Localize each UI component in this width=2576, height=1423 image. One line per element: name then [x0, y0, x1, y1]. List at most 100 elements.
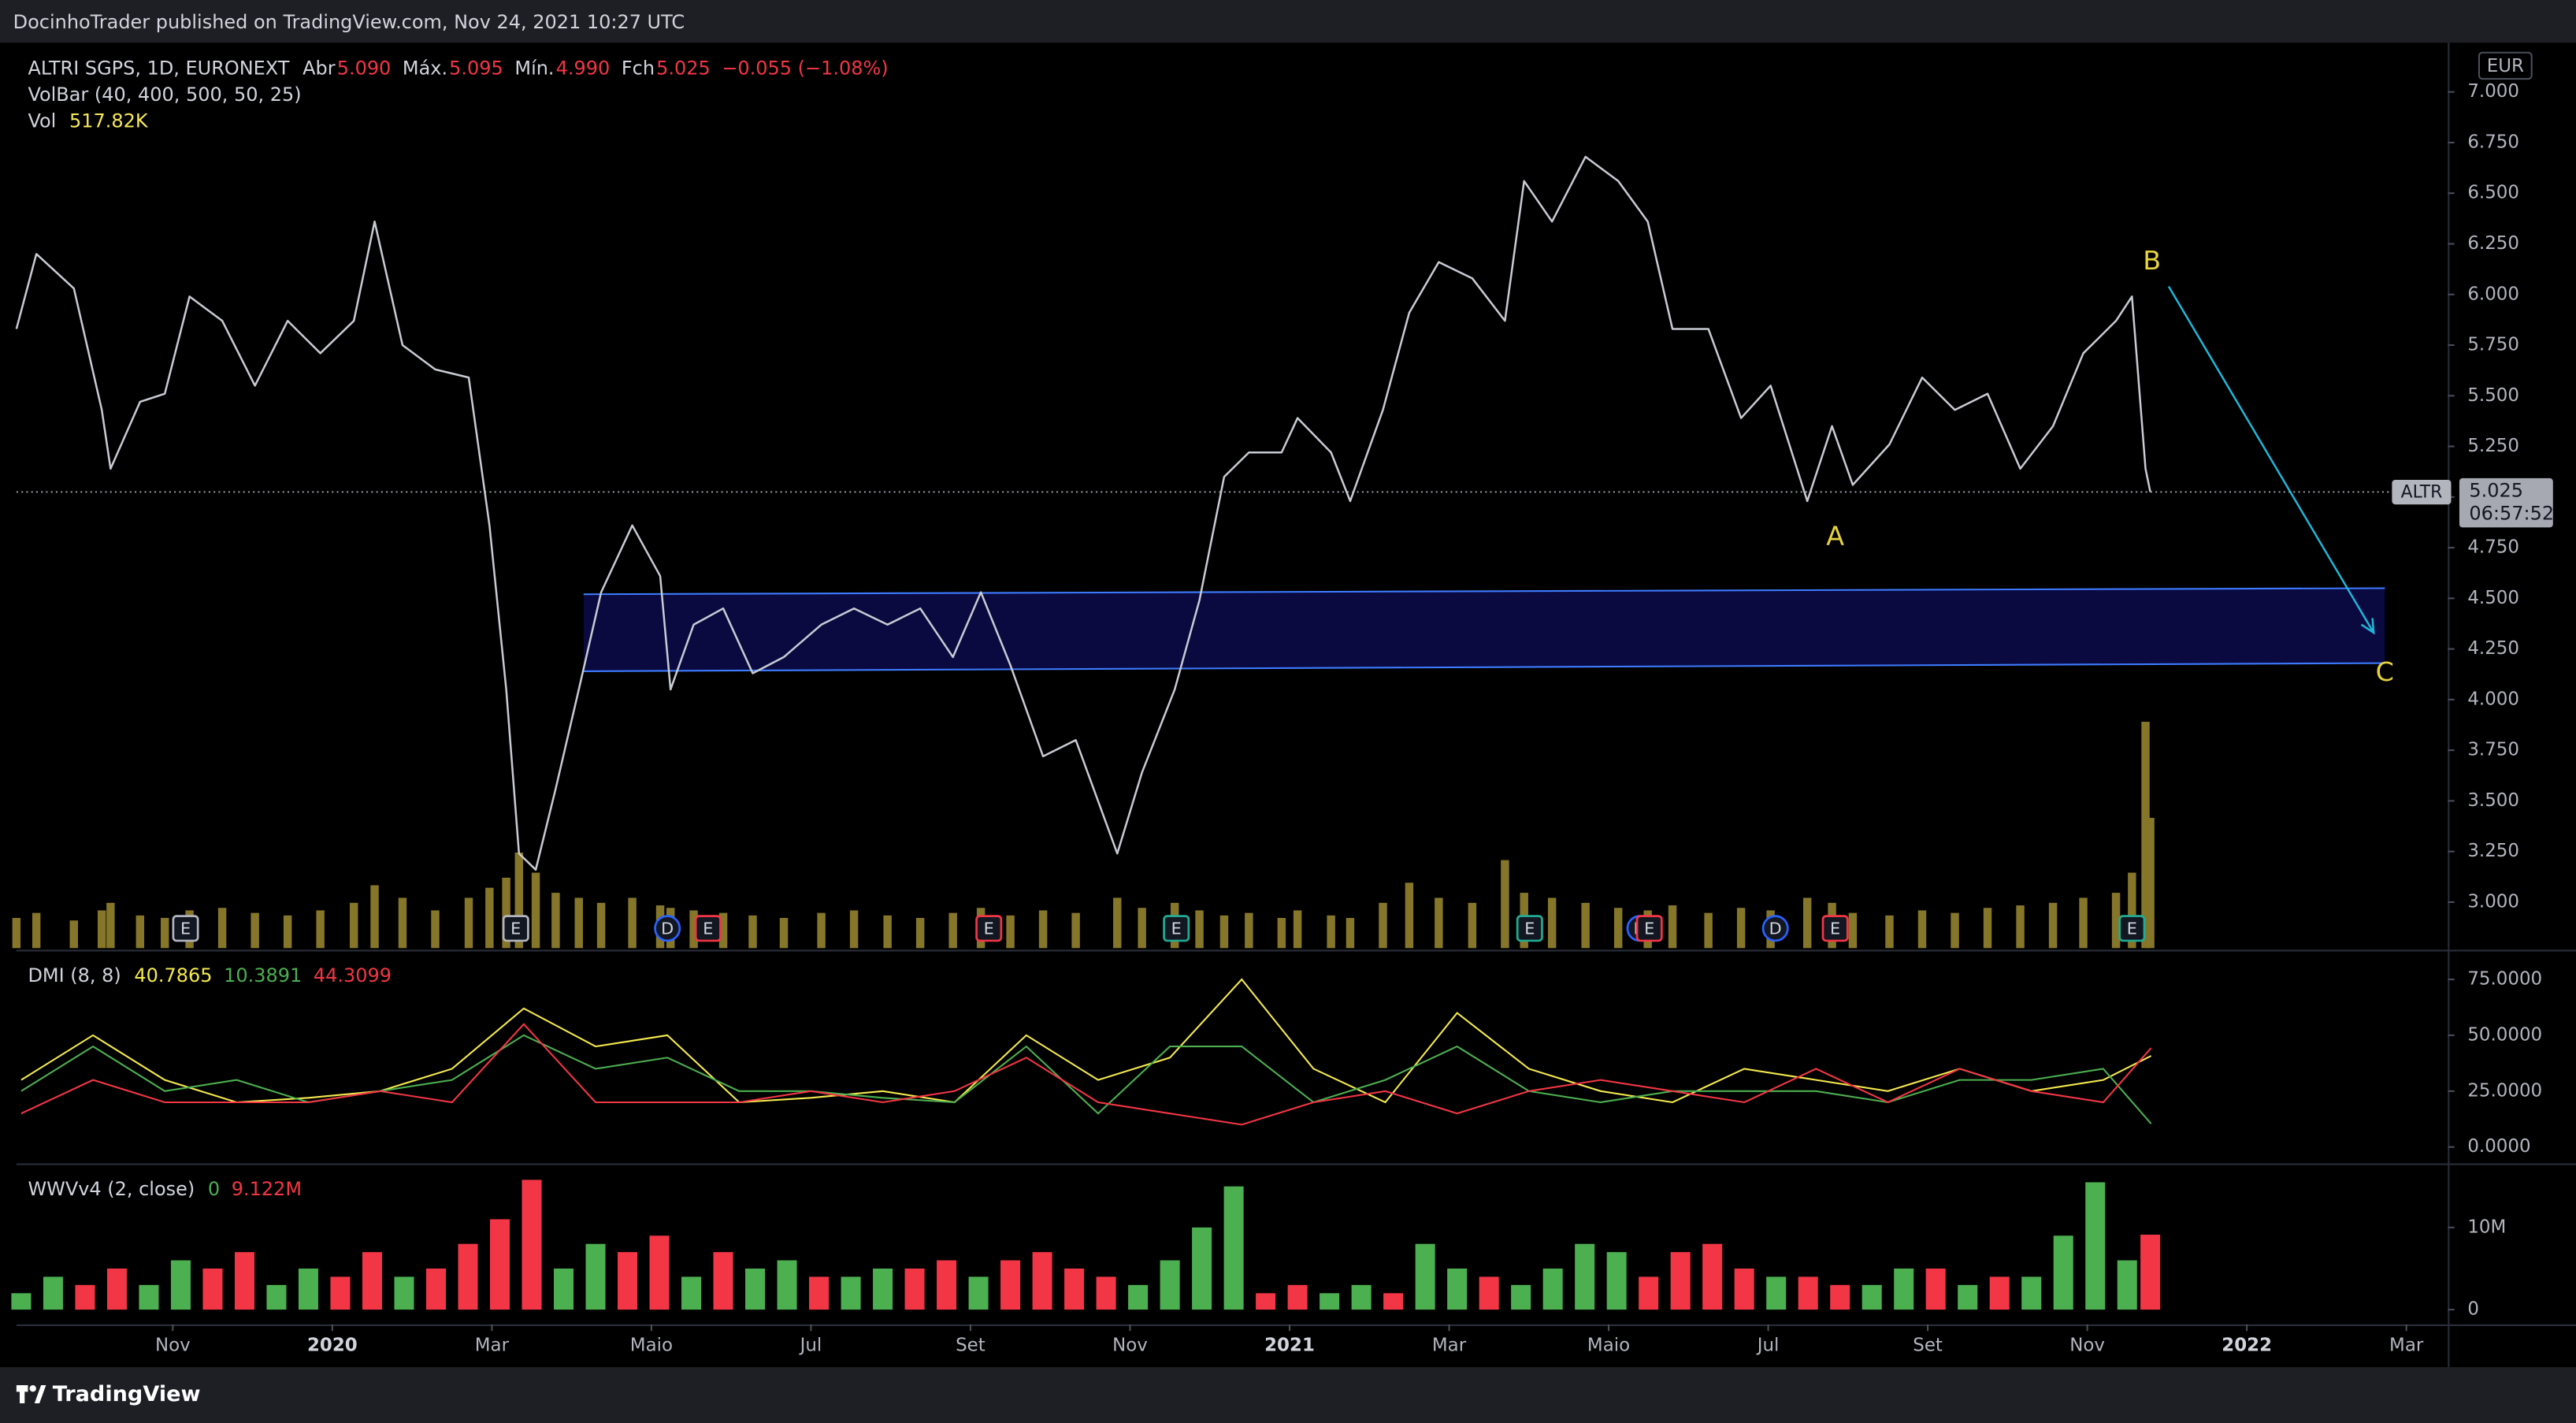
volume-bar — [689, 910, 698, 949]
logo-part — [29, 1385, 36, 1392]
volume-bar — [1668, 905, 1677, 949]
volume-bar — [817, 912, 826, 949]
wwv-bar — [937, 1260, 957, 1310]
wwv-bar — [11, 1293, 32, 1310]
wwv-bar — [1639, 1276, 1659, 1310]
event-marker — [694, 915, 722, 942]
wwv-bar — [1830, 1284, 1850, 1310]
wwv-bar — [458, 1243, 478, 1310]
arrow-line — [2167, 285, 2375, 633]
event-marker — [1821, 915, 1849, 942]
volume-bar — [1006, 915, 1015, 949]
y-tick-label: 6.750 — [2467, 132, 2519, 152]
volume-bar — [135, 915, 145, 949]
wwv-bar — [1958, 1284, 1978, 1310]
y-tick-label: 3.750 — [2467, 740, 2519, 760]
legend-label: Vol — [28, 110, 56, 132]
wwv-bar — [425, 1268, 447, 1310]
volume-bar — [398, 897, 407, 949]
wwv-bar — [1320, 1293, 1340, 1310]
volume-bar — [2079, 897, 2088, 949]
legend-label: Fch — [622, 58, 655, 80]
wwv-bar — [234, 1252, 254, 1310]
y-tick-label: 10M — [2467, 1217, 2506, 1237]
x-tick-label: Nov — [2069, 1335, 2105, 1355]
currency: EUR — [2487, 56, 2524, 76]
legend-value: 44.3099 — [314, 964, 392, 986]
wwv-bar — [1798, 1276, 1818, 1310]
legend-label: Máx. — [403, 58, 447, 80]
volume-bar — [779, 918, 789, 949]
x-tick-label: Mar — [1432, 1335, 1467, 1355]
x-tick-label: 2022 — [2222, 1335, 2272, 1355]
y-tick-label: 3.500 — [2467, 790, 2519, 811]
volume-bar — [2141, 722, 2150, 949]
volume-bar — [1405, 882, 1414, 949]
legend-value: 40.7865 — [134, 964, 212, 986]
x-tick-label: Maio — [1587, 1335, 1630, 1355]
volume-bar — [12, 918, 21, 949]
legend-title: DMI (8, 8) — [28, 964, 121, 986]
volume-bar — [1917, 910, 1927, 949]
volume-bar — [251, 912, 259, 949]
volume-bar — [1327, 915, 1335, 949]
event-marker — [1516, 915, 1543, 942]
volume-bar — [1581, 902, 1590, 949]
indicator-name: VolBar (40, 400, 500, 50, 25) — [28, 84, 301, 106]
wave-label: A — [1826, 521, 1844, 552]
event-marker-label: E — [984, 919, 994, 938]
volume-bar — [2048, 902, 2058, 949]
volume-bar — [217, 908, 227, 949]
y-tick-label: 0.0000 — [2467, 1136, 2530, 1157]
volume-bar — [69, 920, 78, 949]
wwv-bar — [873, 1268, 893, 1310]
footer-bar — [0, 1367, 2576, 1423]
y-tick-label: 4.250 — [2467, 638, 2519, 659]
wwv-bar — [75, 1284, 95, 1310]
event-marker — [502, 915, 529, 942]
wwv-bar — [1861, 1284, 1882, 1310]
wwv-bar — [2117, 1260, 2137, 1310]
y-tick-label: 6.250 — [2467, 233, 2519, 254]
volume-bar — [1435, 897, 1443, 949]
wwv-bar — [522, 1180, 542, 1310]
wwv-bar — [713, 1252, 733, 1310]
event-marker-label: E — [1524, 919, 1535, 938]
volume-bar — [551, 893, 560, 949]
volume-bar — [106, 902, 115, 949]
y-tick-label: 4.500 — [2467, 588, 2519, 608]
last-price-label: 5.025 — [2469, 480, 2523, 502]
volume-bar — [1138, 908, 1146, 949]
y-tick-label: 5.250 — [2467, 436, 2519, 456]
x-tick-label: Set — [956, 1335, 985, 1355]
legend-label: Mín. — [514, 58, 554, 80]
volume-bar — [431, 910, 440, 949]
volume-bar — [748, 915, 757, 949]
wwv-bar — [298, 1268, 318, 1310]
wwv-bar — [489, 1219, 510, 1310]
wwv-bar — [1575, 1243, 1595, 1310]
wwv-bar — [1415, 1243, 1435, 1310]
volume-bar — [283, 915, 292, 949]
x-tick-label: Jul — [1756, 1335, 1780, 1355]
volume-bar — [2146, 818, 2155, 949]
wwv-bar — [1287, 1284, 1308, 1310]
wwv-bar — [1160, 1260, 1180, 1310]
wwv-bar — [170, 1260, 191, 1310]
wwv-bar — [1032, 1252, 1052, 1310]
volume-bar — [849, 910, 859, 949]
volume-bar — [1547, 897, 1557, 949]
legend-label: Abr — [303, 58, 336, 80]
legend-value: 9.122M — [232, 1178, 302, 1200]
tradingview-logo — [16, 1385, 46, 1403]
countdown: 06:57:52 — [2469, 503, 2554, 525]
legend-title: ALTRI SGPS, 1D, EURONEXT — [28, 58, 289, 80]
wwv-bar — [1542, 1268, 1563, 1310]
wwv-bar — [266, 1284, 287, 1310]
legend-value: 5.095 — [449, 58, 503, 80]
legend-value: 0 — [208, 1178, 220, 1200]
volume-bar — [1379, 902, 1387, 949]
volume-bar — [1848, 912, 1858, 949]
